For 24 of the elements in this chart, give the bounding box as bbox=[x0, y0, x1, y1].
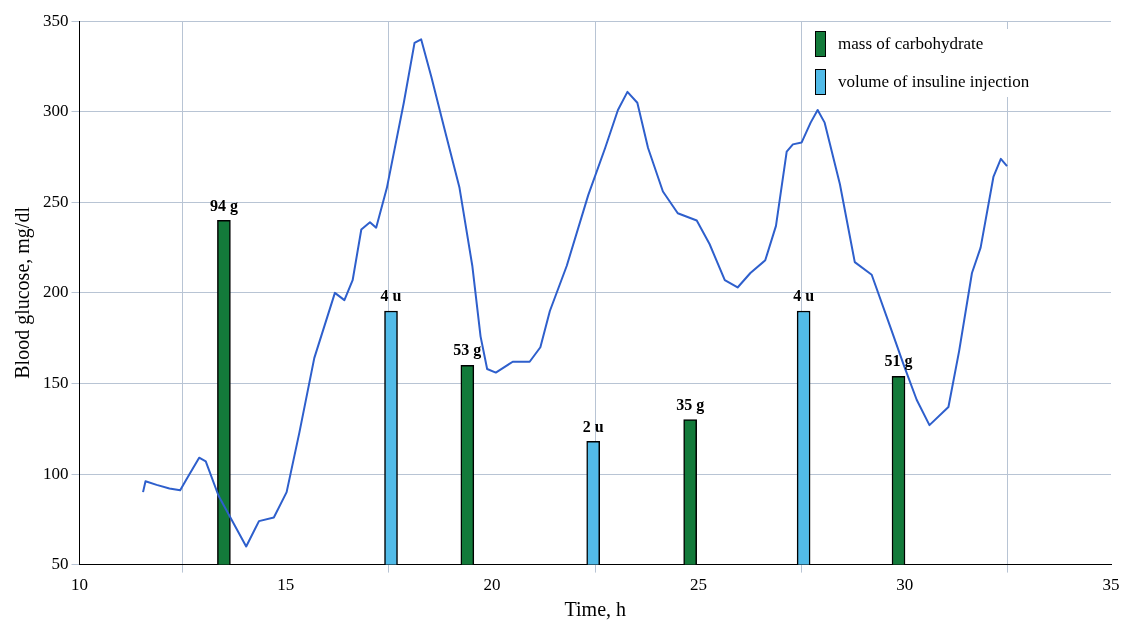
x-tick-label: 15 bbox=[277, 575, 295, 595]
annotation: 4 u bbox=[793, 287, 815, 305]
y-tick-label: 50 bbox=[51, 554, 69, 574]
x-tick-label: 25 bbox=[689, 575, 707, 595]
y-axis-title: Blood glucose, mg/dl bbox=[11, 206, 35, 379]
x-tick-label: 30 bbox=[896, 575, 914, 595]
annotation: 51 g bbox=[884, 352, 913, 371]
y-tick-label: 150 bbox=[43, 372, 69, 392]
annotation: 94 g bbox=[209, 196, 238, 215]
annotation: 35 g bbox=[676, 395, 705, 414]
x-axis-title: Time, h bbox=[564, 598, 627, 621]
y-tick-label: 350 bbox=[43, 10, 69, 30]
legend-label: mass of carbohydrate bbox=[838, 34, 984, 55]
annotation: 53 g bbox=[453, 341, 482, 360]
annotation: 4 u bbox=[380, 287, 402, 305]
annotation: 2 u bbox=[582, 417, 604, 435]
x-tick-label: 10 bbox=[71, 575, 88, 595]
y-tick-label: 300 bbox=[43, 101, 69, 121]
legend-label: volume of insuline injection bbox=[838, 72, 1030, 93]
y-tick-label: 100 bbox=[43, 463, 69, 483]
x-tick-label: 20 bbox=[483, 575, 501, 595]
y-tick-label: 200 bbox=[43, 282, 69, 302]
x-tick-label: 35 bbox=[1102, 575, 1120, 595]
y-tick-label: 250 bbox=[43, 191, 69, 211]
